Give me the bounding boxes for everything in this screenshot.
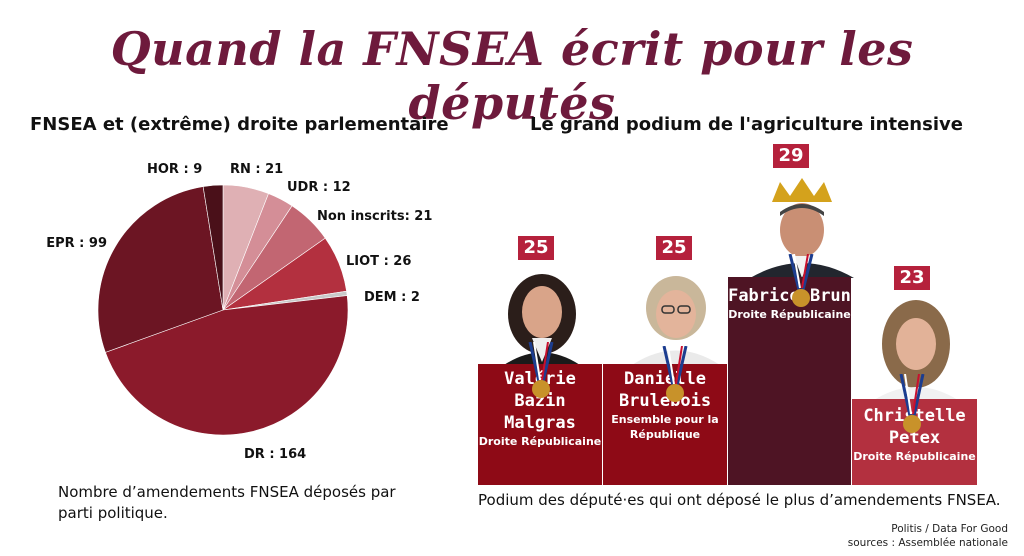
deputy-name: Fabrice Brun: [728, 286, 851, 306]
pie-label-dr: DR : 164: [244, 447, 306, 462]
pie-caption: Nombre d’amendements FNSEA déposés par p…: [58, 483, 396, 522]
podium-count-badge: 23: [894, 266, 930, 290]
pie-label-rn: RN : 21: [230, 162, 283, 177]
page-title: Quand la FNSEA écrit pour les députés: [110, 22, 914, 130]
medal-icon: [528, 342, 554, 398]
medal-icon: [788, 254, 814, 307]
podium-step-2: Danielle Brulebois Ensemble pour la Répu…: [603, 364, 727, 485]
pie-chart: RN : 21 UDR : 12 Non inscrits: 21 LIOT : 26…: [46, 162, 432, 462]
crown-icon: [772, 178, 832, 202]
pie-label-non-inscrits: Non inscrits: 21: [317, 209, 432, 224]
pie-subtitle: FNSEA et (extrême) droite parlementaire: [30, 114, 449, 135]
pie-slice-epr: [97, 186, 224, 353]
deputy-name: Malgras: [504, 413, 576, 433]
sources: Politis / Data For Good sources : Assemb…: [848, 522, 1008, 550]
pie-label-udr: UDR : 12: [287, 180, 351, 195]
pie-label-dem: DEM : 2: [364, 290, 420, 305]
podium-caption: Podium des député·es qui ont déposé le p…: [478, 491, 1001, 509]
deputy-party: Droite Républicaine: [478, 435, 602, 448]
pie-label-epr: EPR : 99: [46, 236, 107, 251]
deputy-name: Brulebois: [618, 391, 712, 411]
podium-step-3: Fabrice Brun Droite Républicaine: [728, 277, 851, 485]
deputy-party: Droite Républicaine: [853, 450, 976, 463]
deputy-name: Petex: [888, 428, 941, 448]
medal-icon: [899, 374, 925, 433]
podium-count-badge: 29: [773, 144, 809, 168]
pie-label-liot: LIOT : 26: [346, 254, 411, 269]
deputy-party: Ensemble pour la: [611, 413, 719, 426]
medal-icon: [662, 346, 688, 402]
pie-label-hor: HOR : 9: [147, 162, 202, 177]
portrait-photo: [504, 274, 580, 365]
portrait-photo: [632, 276, 720, 365]
deputy-party: Droite Républicaine: [728, 308, 851, 321]
podium-count-badge: 25: [518, 236, 554, 260]
pie-slice-dr: [105, 295, 349, 436]
deputy-party: République: [629, 428, 701, 441]
portrait-photo: [874, 300, 958, 400]
pie-slice-hor: [202, 184, 224, 311]
source-credit: Politis / Data For Good: [891, 523, 1008, 535]
deputy-name: Danielle: [624, 369, 706, 389]
source-origin: sources : Assemblée nationale: [847, 537, 1008, 549]
podium-subtitle: Le grand podium de l'agriculture intensi…: [530, 114, 963, 135]
podium-count-badge: 25: [656, 236, 692, 260]
